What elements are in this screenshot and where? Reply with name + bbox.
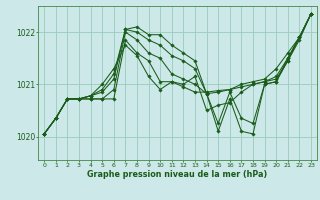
X-axis label: Graphe pression niveau de la mer (hPa): Graphe pression niveau de la mer (hPa) [87, 170, 268, 179]
